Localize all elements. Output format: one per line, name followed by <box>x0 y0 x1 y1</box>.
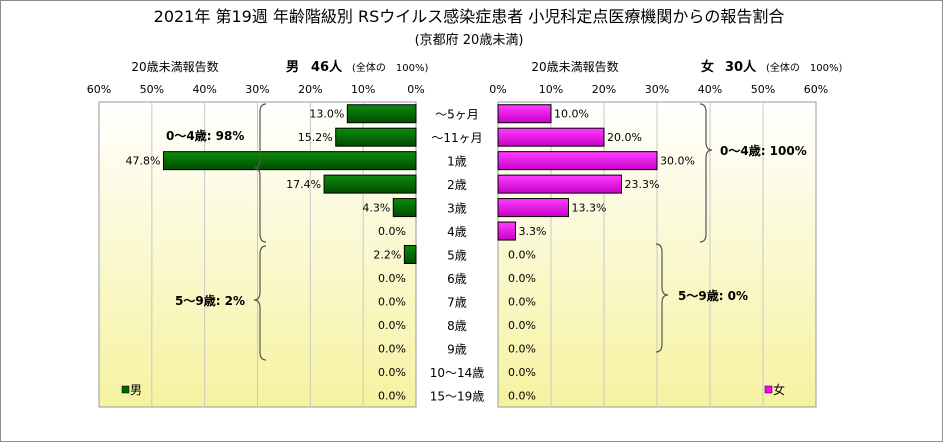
female-x-tick-label: 60% <box>804 83 828 96</box>
male-x-tick-label: 50% <box>140 83 164 96</box>
male-x-tick-label: 20% <box>298 83 322 96</box>
male-count-label: 46人 <box>311 59 343 75</box>
chart-subtitle: (京都府 20歳未満) <box>415 33 524 48</box>
male-bracket-5-9 <box>253 245 267 361</box>
female-count-label: 30人 <box>725 59 757 75</box>
female-header-label: 女 <box>701 59 714 75</box>
male-data-label: 0.0% <box>378 389 406 402</box>
male-data-label: 0.0% <box>378 272 406 285</box>
category-label: 6歳 <box>447 272 467 286</box>
male-data-label: 2.2% <box>373 249 401 262</box>
category-label: 2歳 <box>447 178 467 192</box>
male-x-tick-label: 10% <box>351 83 375 96</box>
category-label: 10～14歳 <box>430 366 485 380</box>
female-legend-label: 女 <box>773 382 785 397</box>
male-x-tick-label: 30% <box>245 83 269 96</box>
male-bar <box>335 127 417 147</box>
male-bracket-0-4 <box>253 103 267 243</box>
female-total-note: (全体の 100%) <box>766 61 842 74</box>
female-data-label: 0.0% <box>508 366 536 379</box>
female-axis-title: 20歳未満報告数 <box>531 59 618 74</box>
male-data-label: 4.3% <box>362 202 390 215</box>
category-label: 15～19歳 <box>430 389 485 403</box>
male-total-note: (全体の 100%) <box>352 61 428 74</box>
male-data-label: 0.0% <box>378 342 406 355</box>
female-x-tick-label: 10% <box>539 83 563 96</box>
female-data-label: 3.3% <box>518 225 546 238</box>
female-legend-swatch <box>764 385 773 394</box>
female-bracket-0-4 <box>699 103 713 243</box>
female-bar <box>497 198 569 218</box>
category-label: 3歳 <box>447 202 467 216</box>
male-data-label: 17.4% <box>286 178 321 191</box>
female-data-label: 0.0% <box>508 295 536 308</box>
chart-title: 2021年 第19週 年齢階級別 RSウイルス感染症患者 小児科定点医療機関から… <box>154 7 785 26</box>
female-bar <box>497 104 552 124</box>
female-data-label: 23.3% <box>624 178 659 191</box>
female-x-tick-label: 0% <box>489 83 506 96</box>
category-label: 5歳 <box>447 249 467 263</box>
category-label: ～11ヶ月 <box>431 131 482 145</box>
female-x-tick-label: 50% <box>751 83 775 96</box>
female-data-label: 0.0% <box>508 389 536 402</box>
category-label: ～5ヶ月 <box>435 108 479 122</box>
male-bar <box>403 245 417 264</box>
category-label: 4歳 <box>447 225 467 239</box>
female-group-5-9: 5～9歳: 0% <box>678 288 748 303</box>
female-data-label: 20.0% <box>607 131 642 144</box>
female-bar <box>497 174 622 194</box>
female-data-label: 0.0% <box>508 319 536 332</box>
male-data-label: 0.0% <box>378 295 406 308</box>
male-group-5-9: 5～9歳: 2% <box>175 293 245 308</box>
male-x-tick-label: 40% <box>192 83 216 96</box>
male-x-tick-label: 0% <box>407 83 424 96</box>
male-legend-label: 男 <box>130 383 142 397</box>
female-bracket-5-9 <box>655 243 669 353</box>
male-bar <box>162 151 417 171</box>
male-data-label: 0.0% <box>378 366 406 379</box>
female-bar <box>497 151 658 171</box>
female-group-0-4: 0～4歳: 100% <box>720 143 807 158</box>
male-x-tick-label: 60% <box>87 83 111 96</box>
female-data-label: 0.0% <box>508 249 536 262</box>
female-data-label: 0.0% <box>508 342 536 355</box>
male-bar <box>346 104 417 124</box>
male-header-label: 男 <box>286 60 299 75</box>
male-data-label: 15.2% <box>298 131 333 144</box>
female-data-label: 30.0% <box>660 155 695 168</box>
male-bar <box>392 198 417 218</box>
female-data-label: 13.3% <box>571 202 606 215</box>
category-label: 1歳 <box>447 155 467 169</box>
male-axis-title: 20歳未満報告数 <box>131 59 218 74</box>
male-legend-swatch <box>121 385 130 394</box>
male-group-0-4: 0～4歳: 98% <box>166 128 244 143</box>
male-data-label: 13.0% <box>309 108 344 121</box>
female-bar <box>497 127 605 147</box>
female-x-tick-label: 30% <box>645 83 669 96</box>
female-data-label: 10.0% <box>554 108 589 121</box>
male-data-label: 0.0% <box>378 225 406 238</box>
category-label: 8歳 <box>447 319 467 333</box>
female-bar <box>497 221 516 241</box>
category-label: 7歳 <box>447 295 467 309</box>
female-x-tick-label: 40% <box>698 83 722 96</box>
male-data-label: 0.0% <box>378 319 406 332</box>
female-data-label: 0.0% <box>508 272 536 285</box>
male-bar <box>323 174 417 194</box>
male-data-label: 47.8% <box>126 155 161 168</box>
female-x-tick-label: 20% <box>592 83 616 96</box>
category-label: 9歳 <box>447 342 467 356</box>
